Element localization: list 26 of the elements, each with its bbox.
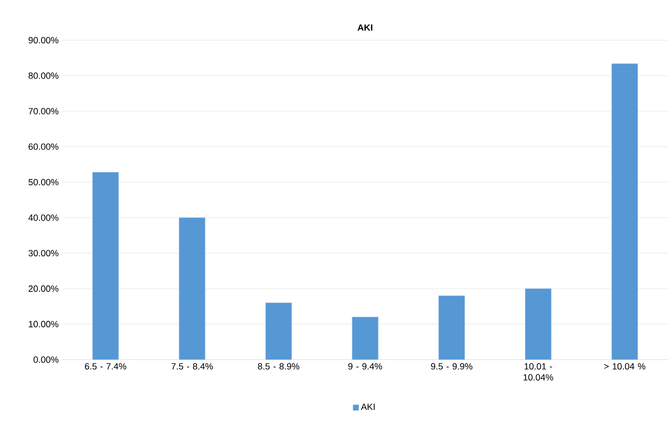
y-tick-label: 80.00% [28, 72, 58, 79]
bar [524, 288, 552, 360]
bar [352, 316, 378, 360]
bar [178, 218, 206, 360]
x-tick-label: 7.5 - 8.4% [172, 363, 213, 370]
y-tick-label: 30.00% [28, 250, 58, 256]
x-tick-label: 6.5 - 7.4% [84, 363, 126, 370]
y-tick-label: 50.00% [28, 179, 58, 186]
y-tick-label: 0.00% [34, 356, 58, 363]
y-tick-label: 70.00% [28, 108, 58, 114]
y-tick-label: 60.00% [28, 144, 58, 150]
chart-title: AKI [358, 24, 372, 31]
x-tick-label: 9 - 9.4% [348, 363, 382, 370]
bar [438, 296, 465, 360]
y-tick-label: 90.00% [28, 37, 58, 44]
bar [265, 302, 292, 360]
bar [612, 63, 638, 360]
x-tick-label: 9.5 - 9.9% [431, 363, 472, 370]
y-tick-label: 40.00% [28, 214, 58, 221]
x-tick-label: > 10.04 % [604, 363, 646, 370]
y-tick-label: 10.00% [28, 320, 58, 328]
y-tick-label: 20.00% [28, 285, 58, 292]
x-tick-label: 10.01 - 10.04% [524, 363, 554, 381]
legend-label: AKI [360, 404, 375, 410]
bar [92, 172, 119, 360]
x-tick-label: 8.5 - 8.9% [258, 363, 300, 370]
